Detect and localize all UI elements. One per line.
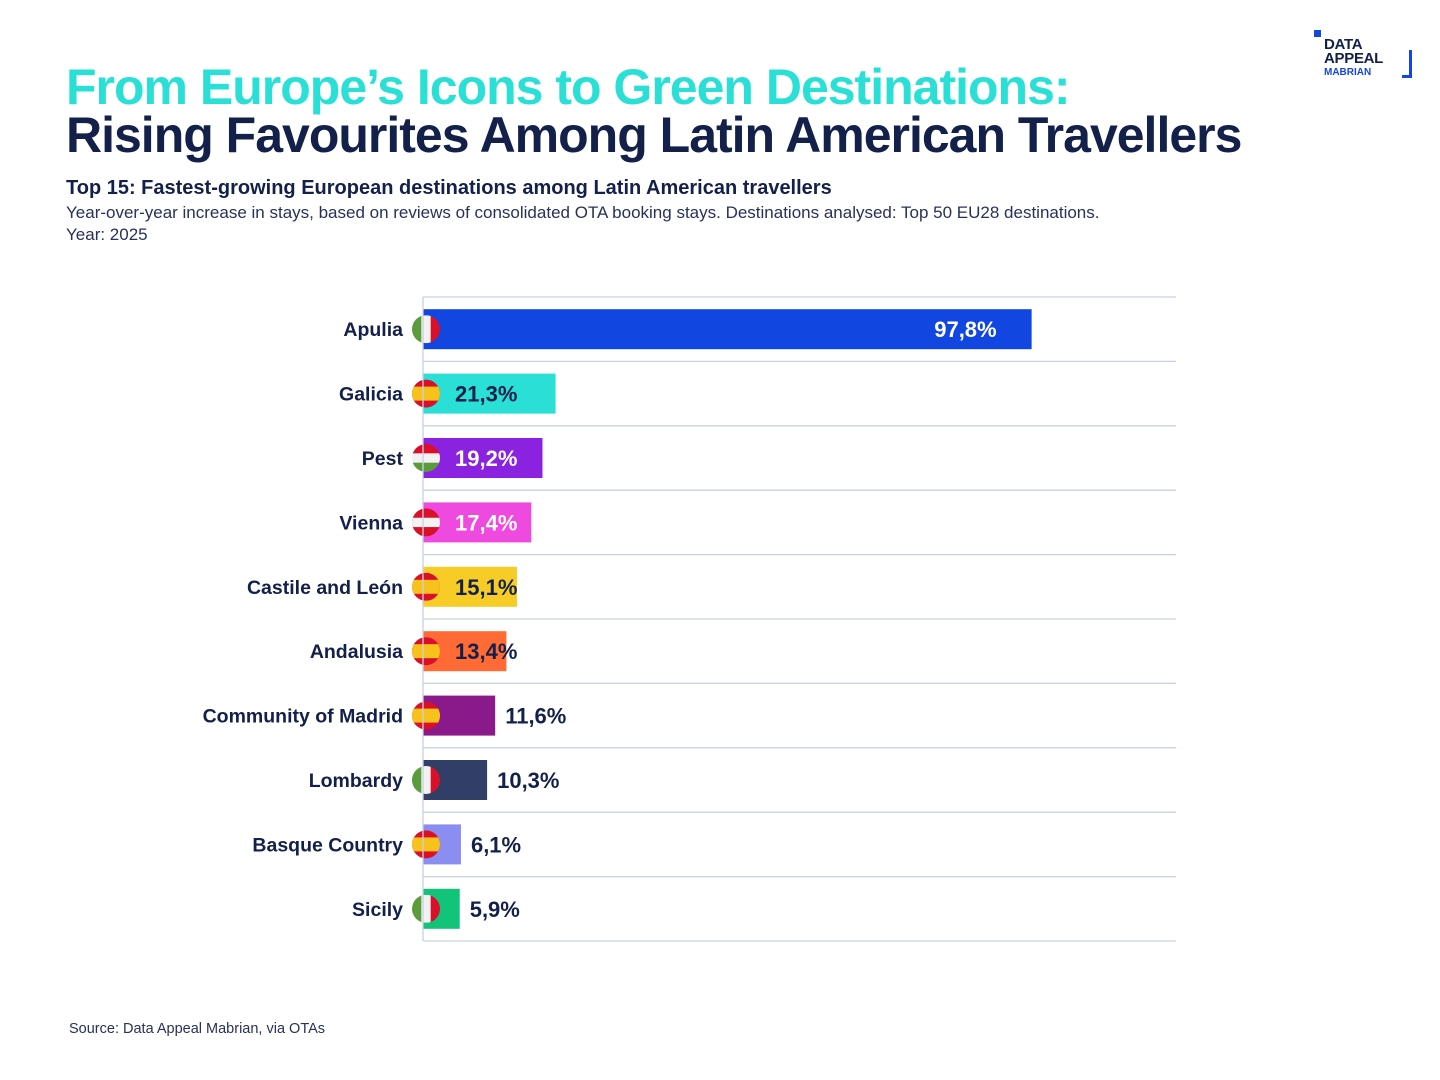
- category-label: Pest: [362, 448, 404, 470]
- bar: [423, 309, 1032, 350]
- flag-italy-icon: [412, 315, 440, 344]
- logo-text-line-3: MABRIAN: [1324, 67, 1372, 78]
- bar: [423, 373, 556, 414]
- category-label: Galicia: [339, 384, 403, 406]
- flag-stripe: [412, 444, 440, 454]
- flag-spain-icon: [412, 379, 440, 408]
- flag-italy-icon: [412, 766, 440, 794]
- value-label: 97,8%: [934, 317, 996, 342]
- chart-description: Year-over-year increase in stays, based …: [66, 202, 1100, 246]
- year-text: Year: 2025: [66, 225, 148, 244]
- value-label: 13,4%: [455, 639, 517, 664]
- value-label: 17,4%: [455, 510, 517, 535]
- flag-spain-icon: [412, 830, 440, 859]
- title-line-2: Rising Favourites Among Latin American T…: [66, 107, 1242, 163]
- source-note: Source: Data Appeal Mabrian, via OTAs: [69, 1021, 326, 1037]
- flag-stripe: [412, 894, 422, 923]
- flag-stripe: [412, 579, 440, 594]
- category-label: Vienna: [339, 512, 403, 534]
- flag-stripe: [421, 766, 432, 794]
- logo-text-line-1: DATA: [1324, 36, 1363, 53]
- chart-subtitle: Top 15: Fastest-growing European destina…: [66, 177, 832, 199]
- value-label: 11,6%: [505, 704, 566, 729]
- flag-stripe: [412, 315, 422, 344]
- category-label: Lombardy: [309, 770, 403, 792]
- data-appeal-mabrian-logo: DATA APPEAL MABRIAN: [1314, 30, 1414, 80]
- category-label: Castile and León: [247, 577, 403, 599]
- description-text: Year-over-year increase in stays, based …: [66, 203, 1100, 222]
- flag-stripe: [412, 644, 440, 659]
- flag-stripe: [430, 315, 440, 344]
- logo-square-mark: [1314, 30, 1321, 37]
- value-label: 6,1%: [471, 832, 521, 857]
- value-label: 21,3%: [455, 382, 517, 407]
- flag-austria-icon: [412, 508, 440, 537]
- flag-stripe: [412, 708, 440, 723]
- category-label: Community of Madrid: [203, 706, 403, 728]
- flag-stripe: [430, 766, 440, 794]
- bar: [423, 502, 532, 543]
- value-label: 10,3%: [497, 768, 559, 793]
- flag-stripe: [412, 517, 440, 528]
- logo-text-line-2: APPEAL: [1324, 50, 1384, 67]
- flag-spain-icon: [412, 701, 440, 730]
- value-label: 19,2%: [455, 446, 517, 471]
- flag-stripe: [421, 315, 432, 344]
- category-label: Andalusia: [310, 641, 403, 663]
- category-label: Basque Country: [252, 834, 403, 856]
- flag-italy-icon: [412, 894, 440, 923]
- flag-spain-icon: [412, 637, 440, 666]
- title-line-1: From Europe’s Icons to Green Destination…: [66, 59, 1071, 115]
- flag-stripe: [412, 453, 440, 464]
- flag-hungary-icon: [412, 444, 440, 472]
- bar: [423, 438, 543, 478]
- flag-stripe: [412, 837, 440, 852]
- flag-stripe: [412, 766, 422, 794]
- flag-stripe: [421, 894, 432, 923]
- value-label: 15,1%: [455, 575, 517, 600]
- flag-stripe: [412, 462, 440, 472]
- flag-spain-icon: [412, 572, 440, 601]
- flag-stripe: [412, 386, 440, 401]
- bar-chart: Apulia 97,8% Galicia 21,3% Pest 19,2% Vienna 17…: [203, 296, 1176, 942]
- category-label: Apulia: [343, 319, 403, 341]
- flag-stripe: [430, 894, 440, 923]
- value-label: 5,9%: [470, 897, 520, 922]
- logo-bracket-mark: [1402, 50, 1412, 78]
- category-label: Sicily: [352, 899, 403, 921]
